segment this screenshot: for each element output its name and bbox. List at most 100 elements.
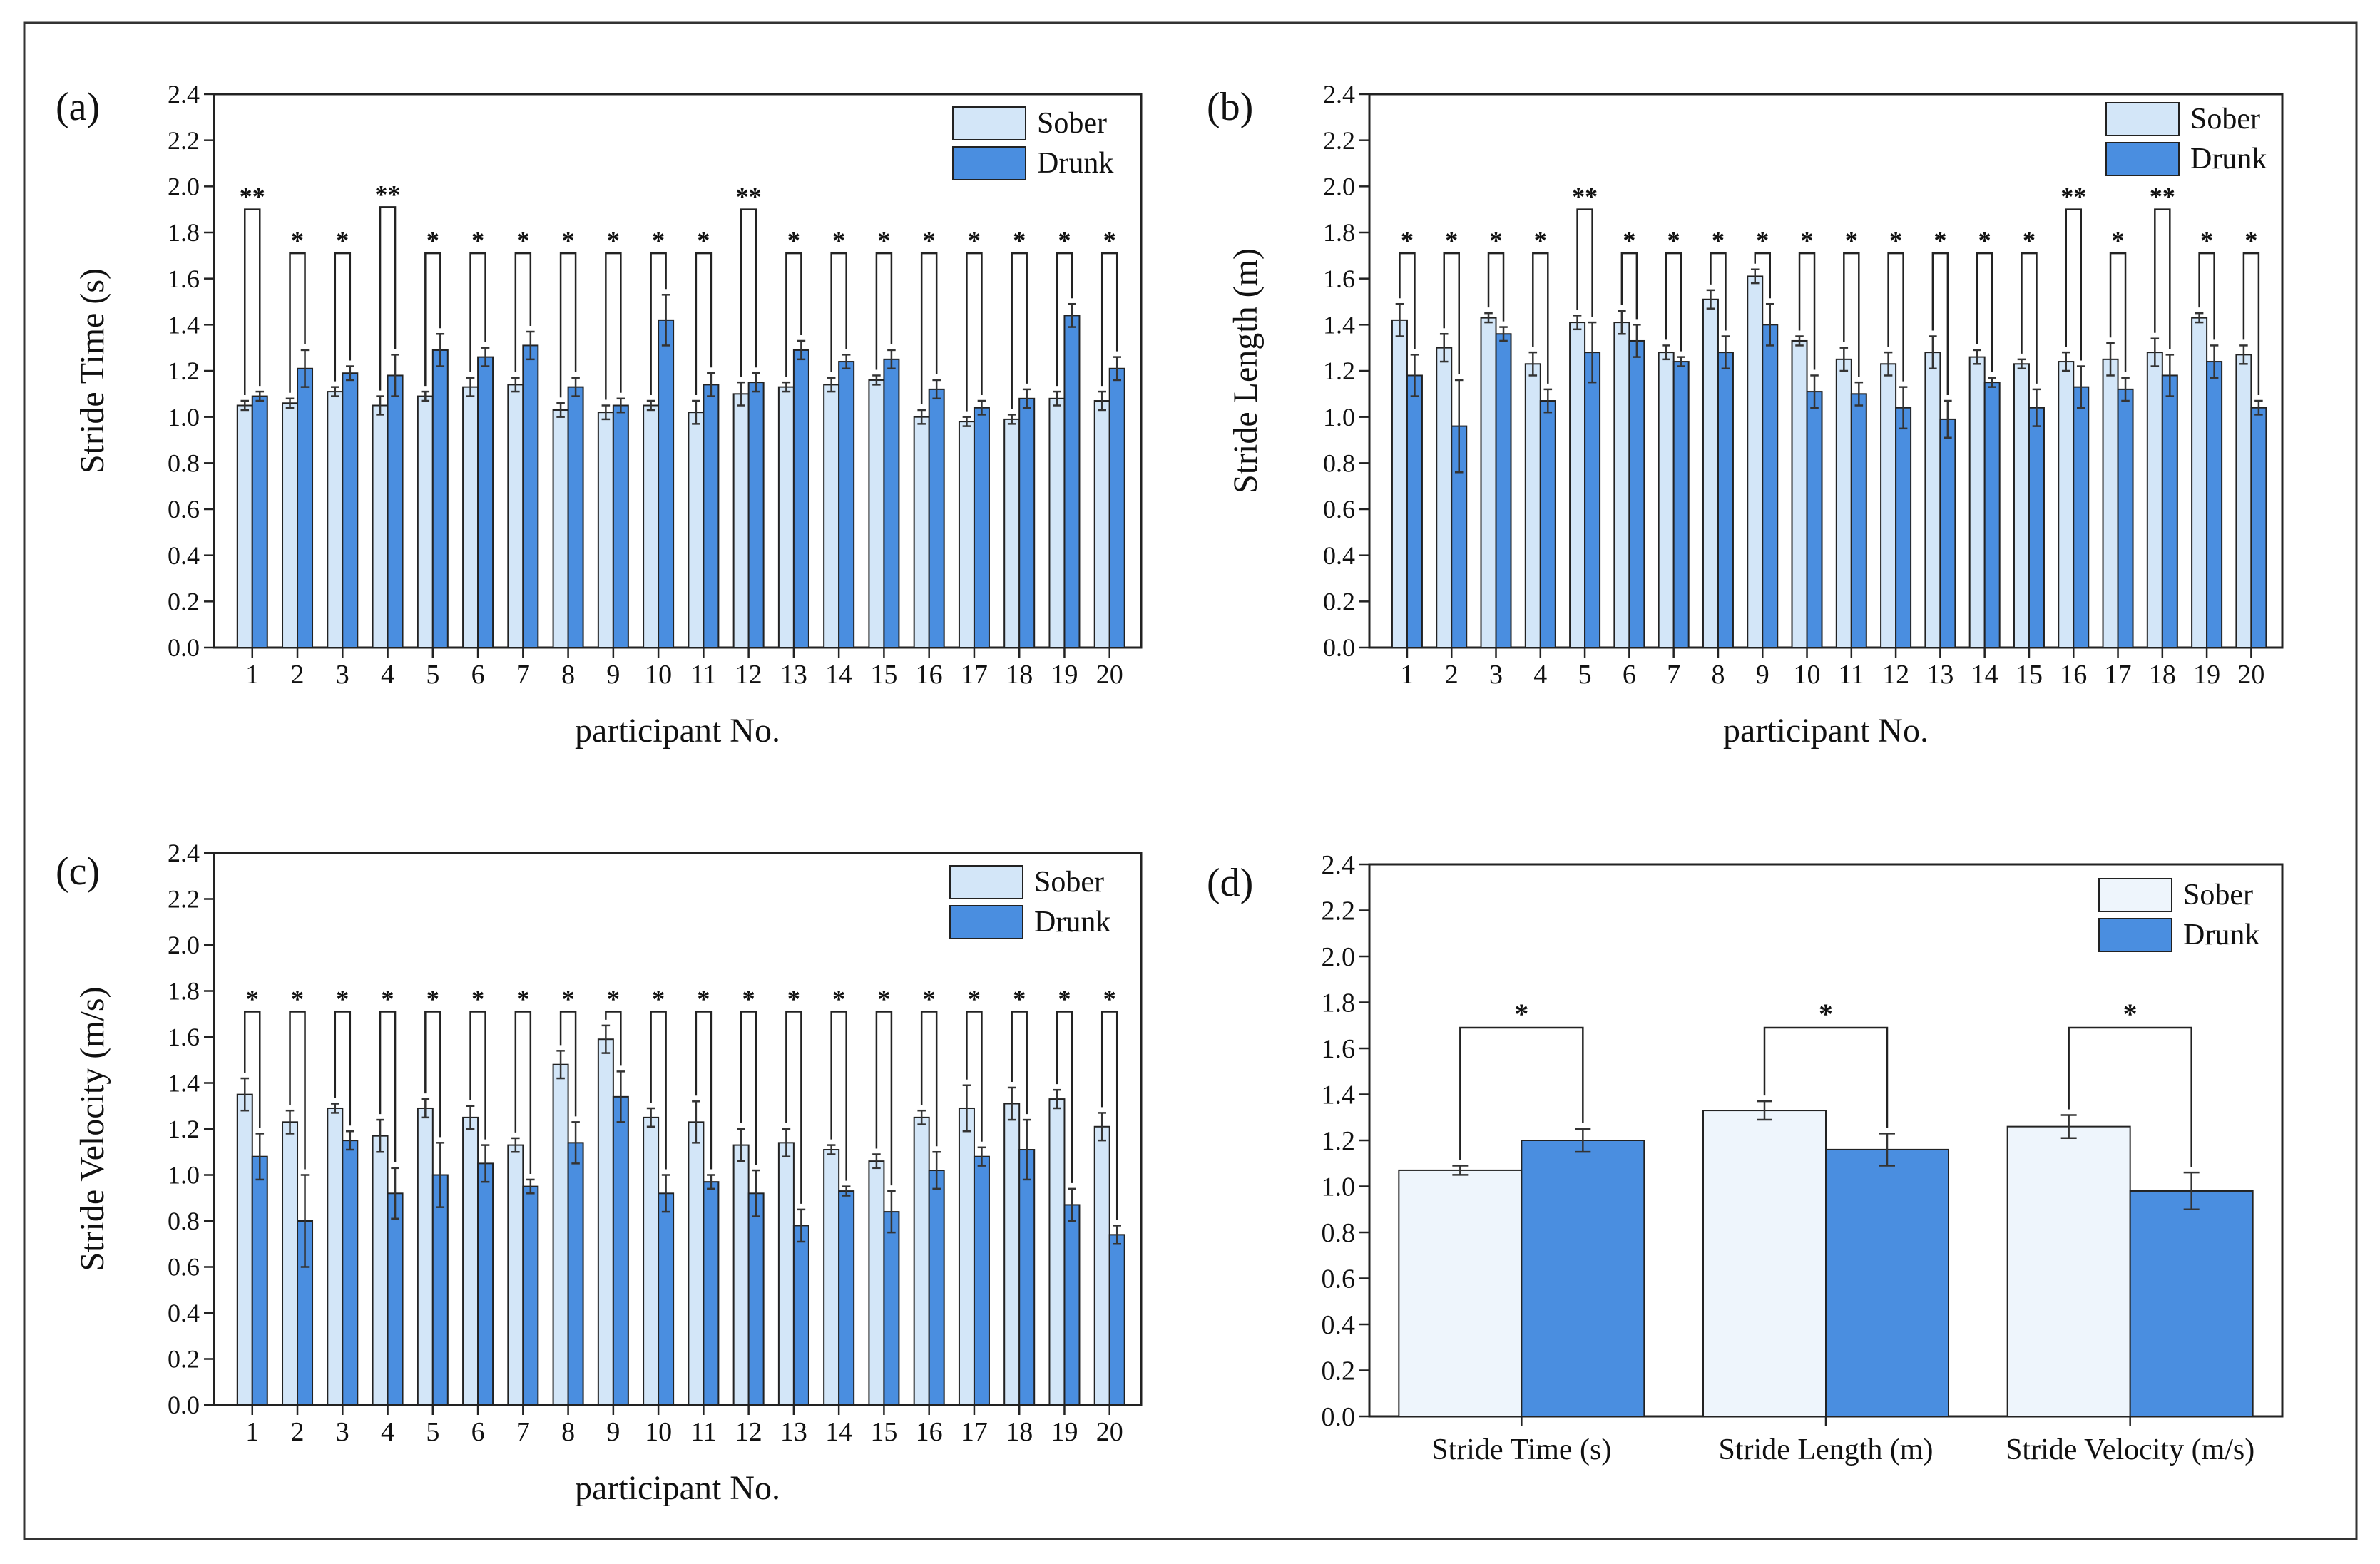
panel-b-x-tick-label: 20: [2237, 660, 2264, 690]
panel-b-significance-bracket: [1399, 252, 1416, 349]
panel-b-significance-mark: *: [2200, 226, 2213, 255]
panel-b-significance-bracket: [1754, 252, 1771, 299]
panel-a-x-tick-label: 6: [471, 660, 485, 690]
panel-a-x-tick-label: 16: [916, 660, 943, 690]
panel-c-x-tick-label: 12: [735, 1417, 762, 1447]
panel-c-bar-drunk: [838, 1190, 855, 1406]
panel-b-significance-mark: *: [1845, 226, 1858, 255]
panel-a-x-axis-title: participant No.: [575, 712, 780, 750]
panel-a-x-tick-label: 3: [336, 660, 349, 690]
panel-c-significance-bracket: [740, 1011, 757, 1165]
panel-d-bar-drunk: [1825, 1148, 1949, 1418]
panel-b-bar-sober: [1613, 322, 1630, 648]
panel-a-x-tick-label: 2: [291, 660, 305, 690]
panel-a-legend-label-sober: Sober: [1037, 107, 1107, 140]
panel-c-significance-bracket: [559, 1011, 577, 1117]
panel-a-significance-bracket: [379, 206, 397, 391]
panel-c-x-tick-label: 8: [561, 1417, 575, 1447]
panel-a-y-tick-label: 1.4: [168, 311, 200, 339]
panel-a-significance-mark: **: [375, 180, 401, 208]
panel-a-bar-drunk: [1063, 315, 1081, 648]
panel-a-significance-bracket: [424, 252, 441, 387]
panel-b-x-tick-label: 14: [1971, 660, 1998, 690]
panel-c-x-tick-label: 9: [606, 1417, 620, 1447]
panel-c-significance-bracket: [605, 1011, 622, 1066]
panel-c-legend-swatch-sober: [949, 865, 1023, 899]
panel-b-y-axis-title: Stride Length (m): [1227, 248, 1265, 494]
panel-a-significance-mark: *: [1013, 226, 1026, 255]
panel-c-significance-bracket: [289, 1011, 306, 1170]
panel-c-significance-mark: *: [516, 985, 529, 1013]
panel-c-bar-sober: [732, 1144, 750, 1406]
panel-a-x-tick-label: 19: [1051, 660, 1078, 690]
panel-c-bar-sober: [1003, 1103, 1021, 1406]
panel-d-y-tick-label: 0.2: [1322, 1356, 1356, 1386]
panel-c-bar-sober: [823, 1149, 840, 1406]
panel-d-legend-swatch-drunk: [2098, 918, 2172, 952]
panel-a-x-tick-label: 11: [690, 660, 717, 690]
panel-a-y-tick-label: 0.0: [168, 633, 200, 662]
panel-a-significance-bracket: [830, 252, 847, 372]
panel-a-x-tick-label: 5: [426, 660, 439, 690]
panel-a-significance-bracket: [1011, 252, 1028, 409]
panel-b-legend-label-drunk: Drunk: [2190, 143, 2267, 175]
panel-b-bar-sober: [1480, 317, 1497, 648]
panel-b-significance-bracket: [1710, 252, 1727, 331]
panel-c-bar-drunk: [1108, 1234, 1125, 1406]
panel-b-significance-mark: *: [1889, 226, 1902, 255]
panel-c-significance-bracket: [514, 1011, 532, 1174]
panel-a-bar-drunk: [883, 358, 900, 648]
panel-b-x-axis-title: participant No.: [1723, 712, 1929, 750]
panel-d-legend-label-drunk: Drunk: [2183, 919, 2259, 951]
panel-b-y-tick-label: 0.4: [1323, 541, 1355, 570]
panel-a-significance-bracket: [785, 252, 802, 377]
panel-b-bar-drunk: [2117, 388, 2134, 648]
panel-c-bar-sober: [507, 1144, 524, 1406]
panel-a-bar-drunk: [612, 404, 629, 648]
panel-c-significance-mark: *: [1103, 985, 1116, 1013]
panel-b-significance-mark: *: [1623, 226, 1635, 255]
panel-a-bar-sober: [958, 421, 975, 649]
panel-b-x-tick-label: 8: [1711, 660, 1725, 690]
panel-c-x-tick-label: 18: [1006, 1417, 1033, 1447]
panel-b-significance-mark: *: [1490, 226, 1503, 255]
panel-b-bar-sober: [1924, 352, 1941, 648]
panel-a-bar-drunk: [792, 349, 809, 648]
panel-c-y-tick-label: 2.4: [168, 839, 200, 867]
panel-d-y-tick-label: 1.6: [1322, 1034, 1356, 1064]
panel-a-significance-mark: *: [877, 226, 890, 255]
panel-c-bar-sober: [327, 1107, 344, 1406]
panel-a-significance-mark: *: [968, 226, 981, 255]
panel-a-bar-sober: [643, 404, 660, 648]
panel-b-x-tick-label: 18: [2149, 660, 2176, 690]
panel-d-legend-label-sober: Sober: [2183, 879, 2253, 911]
panel-b-x-tick-label: 1: [1400, 660, 1414, 690]
panel-c-legend-label-sober: Sober: [1034, 866, 1104, 899]
panel-b-bar-sober: [1702, 298, 1719, 648]
panel-c-bar-sober: [462, 1116, 479, 1406]
panel-b-significance-mark: *: [1801, 226, 1814, 255]
panel-a-significance-bracket: [875, 252, 893, 370]
panel-c-bar-sober: [372, 1135, 389, 1406]
panel-b-x-tick-label: 7: [1667, 660, 1680, 690]
panel-c-bar-sober: [236, 1093, 253, 1406]
panel-d-bar-drunk: [1521, 1140, 1645, 1417]
panel-b-significance-bracket: [1487, 252, 1505, 322]
panel-c-bar-drunk: [612, 1095, 629, 1406]
panel-b-x-tick-label: 5: [1578, 660, 1592, 690]
panel-c-bar-drunk: [251, 1155, 268, 1406]
panel-c-bar-drunk: [431, 1174, 449, 1406]
panel-b-significance-bracket: [1576, 208, 1593, 317]
panel-a-bar-drunk: [973, 407, 990, 648]
panel-a-bar-drunk: [567, 386, 584, 649]
panel-b-significance-mark: *: [1445, 226, 1458, 255]
panel-c-significance-mark: *: [832, 985, 845, 1013]
panel-a-x-tick-label: 15: [870, 660, 897, 690]
panel-c-x-tick-label: 3: [336, 1417, 349, 1447]
panel-b-significance-bracket: [1931, 252, 1949, 396]
panel-c-x-tick-label: 10: [645, 1417, 672, 1447]
panel-c-significance-mark: *: [382, 985, 394, 1013]
panel-b-significance-mark: *: [1667, 226, 1680, 255]
panel-b-bar-sober: [2013, 363, 2030, 648]
panel-b-bar-sober: [2146, 352, 2163, 648]
